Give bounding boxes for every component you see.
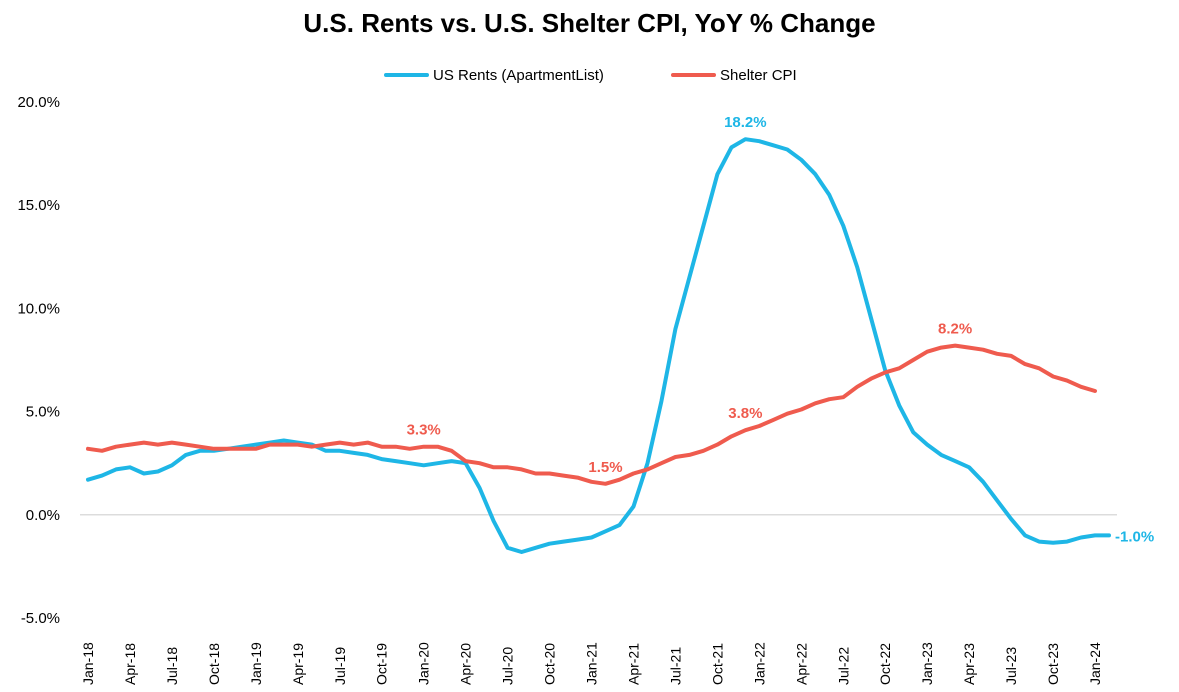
x-tick-label: Jan-23 xyxy=(919,642,935,685)
series-line-us-rents xyxy=(86,137,1111,554)
x-tick-label: Apr-22 xyxy=(793,643,809,685)
x-tick-label: Jan-20 xyxy=(416,642,432,685)
x-tick-label: Oct-20 xyxy=(542,643,558,685)
x-tick-label: Apr-20 xyxy=(458,643,474,685)
x-tick-label: Apr-19 xyxy=(290,643,306,685)
x-tick-label: Jul-23 xyxy=(1003,647,1019,685)
x-tick-label: Jan-18 xyxy=(80,642,96,685)
series-line-shelter-cpi xyxy=(86,343,1097,486)
y-tick-label: 20.0% xyxy=(17,94,60,111)
x-tick-label: Oct-21 xyxy=(709,643,725,685)
legend: US Rents (ApartmentList) Shelter CPI xyxy=(384,67,797,84)
x-tick-label: Jan-19 xyxy=(248,642,264,685)
x-tick-label: Jan-24 xyxy=(1087,642,1103,685)
legend-label: US Rents (ApartmentList) xyxy=(433,67,604,84)
data-label: 6.0% xyxy=(1115,0,1149,4)
y-tick-label: 5.0% xyxy=(26,404,60,421)
y-tick-label: -5.0% xyxy=(21,610,60,627)
x-tick-label: Jan-22 xyxy=(751,642,767,685)
x-tick-label: Apr-18 xyxy=(122,643,138,685)
x-tick-label: Jul-22 xyxy=(835,647,851,685)
legend-label: Shelter CPI xyxy=(720,67,797,84)
data-label: 8.2% xyxy=(938,321,972,338)
y-tick-label: 10.0% xyxy=(17,300,60,317)
data-label: 18.2% xyxy=(724,114,767,131)
data-label: 3.3% xyxy=(407,422,441,439)
y-tick-label: 0.0% xyxy=(26,507,60,524)
x-tick-label: Oct-22 xyxy=(877,643,893,685)
x-tick-label: Jul-18 xyxy=(164,647,180,685)
x-tick-label: Oct-19 xyxy=(374,643,390,685)
data-label: 1.5% xyxy=(588,459,622,476)
x-axis: Jan-18 Apr-18 Jul-18 Oct-18 Jan-19 Apr-19 Jul-… xyxy=(80,642,1103,685)
annotations: 18.2% -1.0% 3.3% 1.5% 3.8% 8.2% 6.0% xyxy=(407,0,1155,545)
x-tick-label: Apr-21 xyxy=(625,643,641,685)
x-tick-label: Jan-21 xyxy=(584,642,600,685)
x-tick-label: Apr-23 xyxy=(961,643,977,685)
x-tick-label: Jul-21 xyxy=(667,647,683,685)
data-label: -1.0% xyxy=(1115,528,1154,545)
data-label: 3.8% xyxy=(728,405,762,422)
series-group xyxy=(86,137,1111,554)
y-tick-label: 15.0% xyxy=(17,197,60,214)
x-tick-label: Jul-19 xyxy=(332,647,348,685)
x-tick-label: Oct-23 xyxy=(1045,643,1061,685)
x-tick-label: Jul-20 xyxy=(500,647,516,685)
chart-title: U.S. Rents vs. U.S. Shelter CPI, YoY % C… xyxy=(303,8,876,38)
y-axis: -5.0% 0.0% 5.0% 10.0% 15.0% 20.0% xyxy=(17,94,60,627)
x-tick-label: Oct-18 xyxy=(206,643,222,685)
